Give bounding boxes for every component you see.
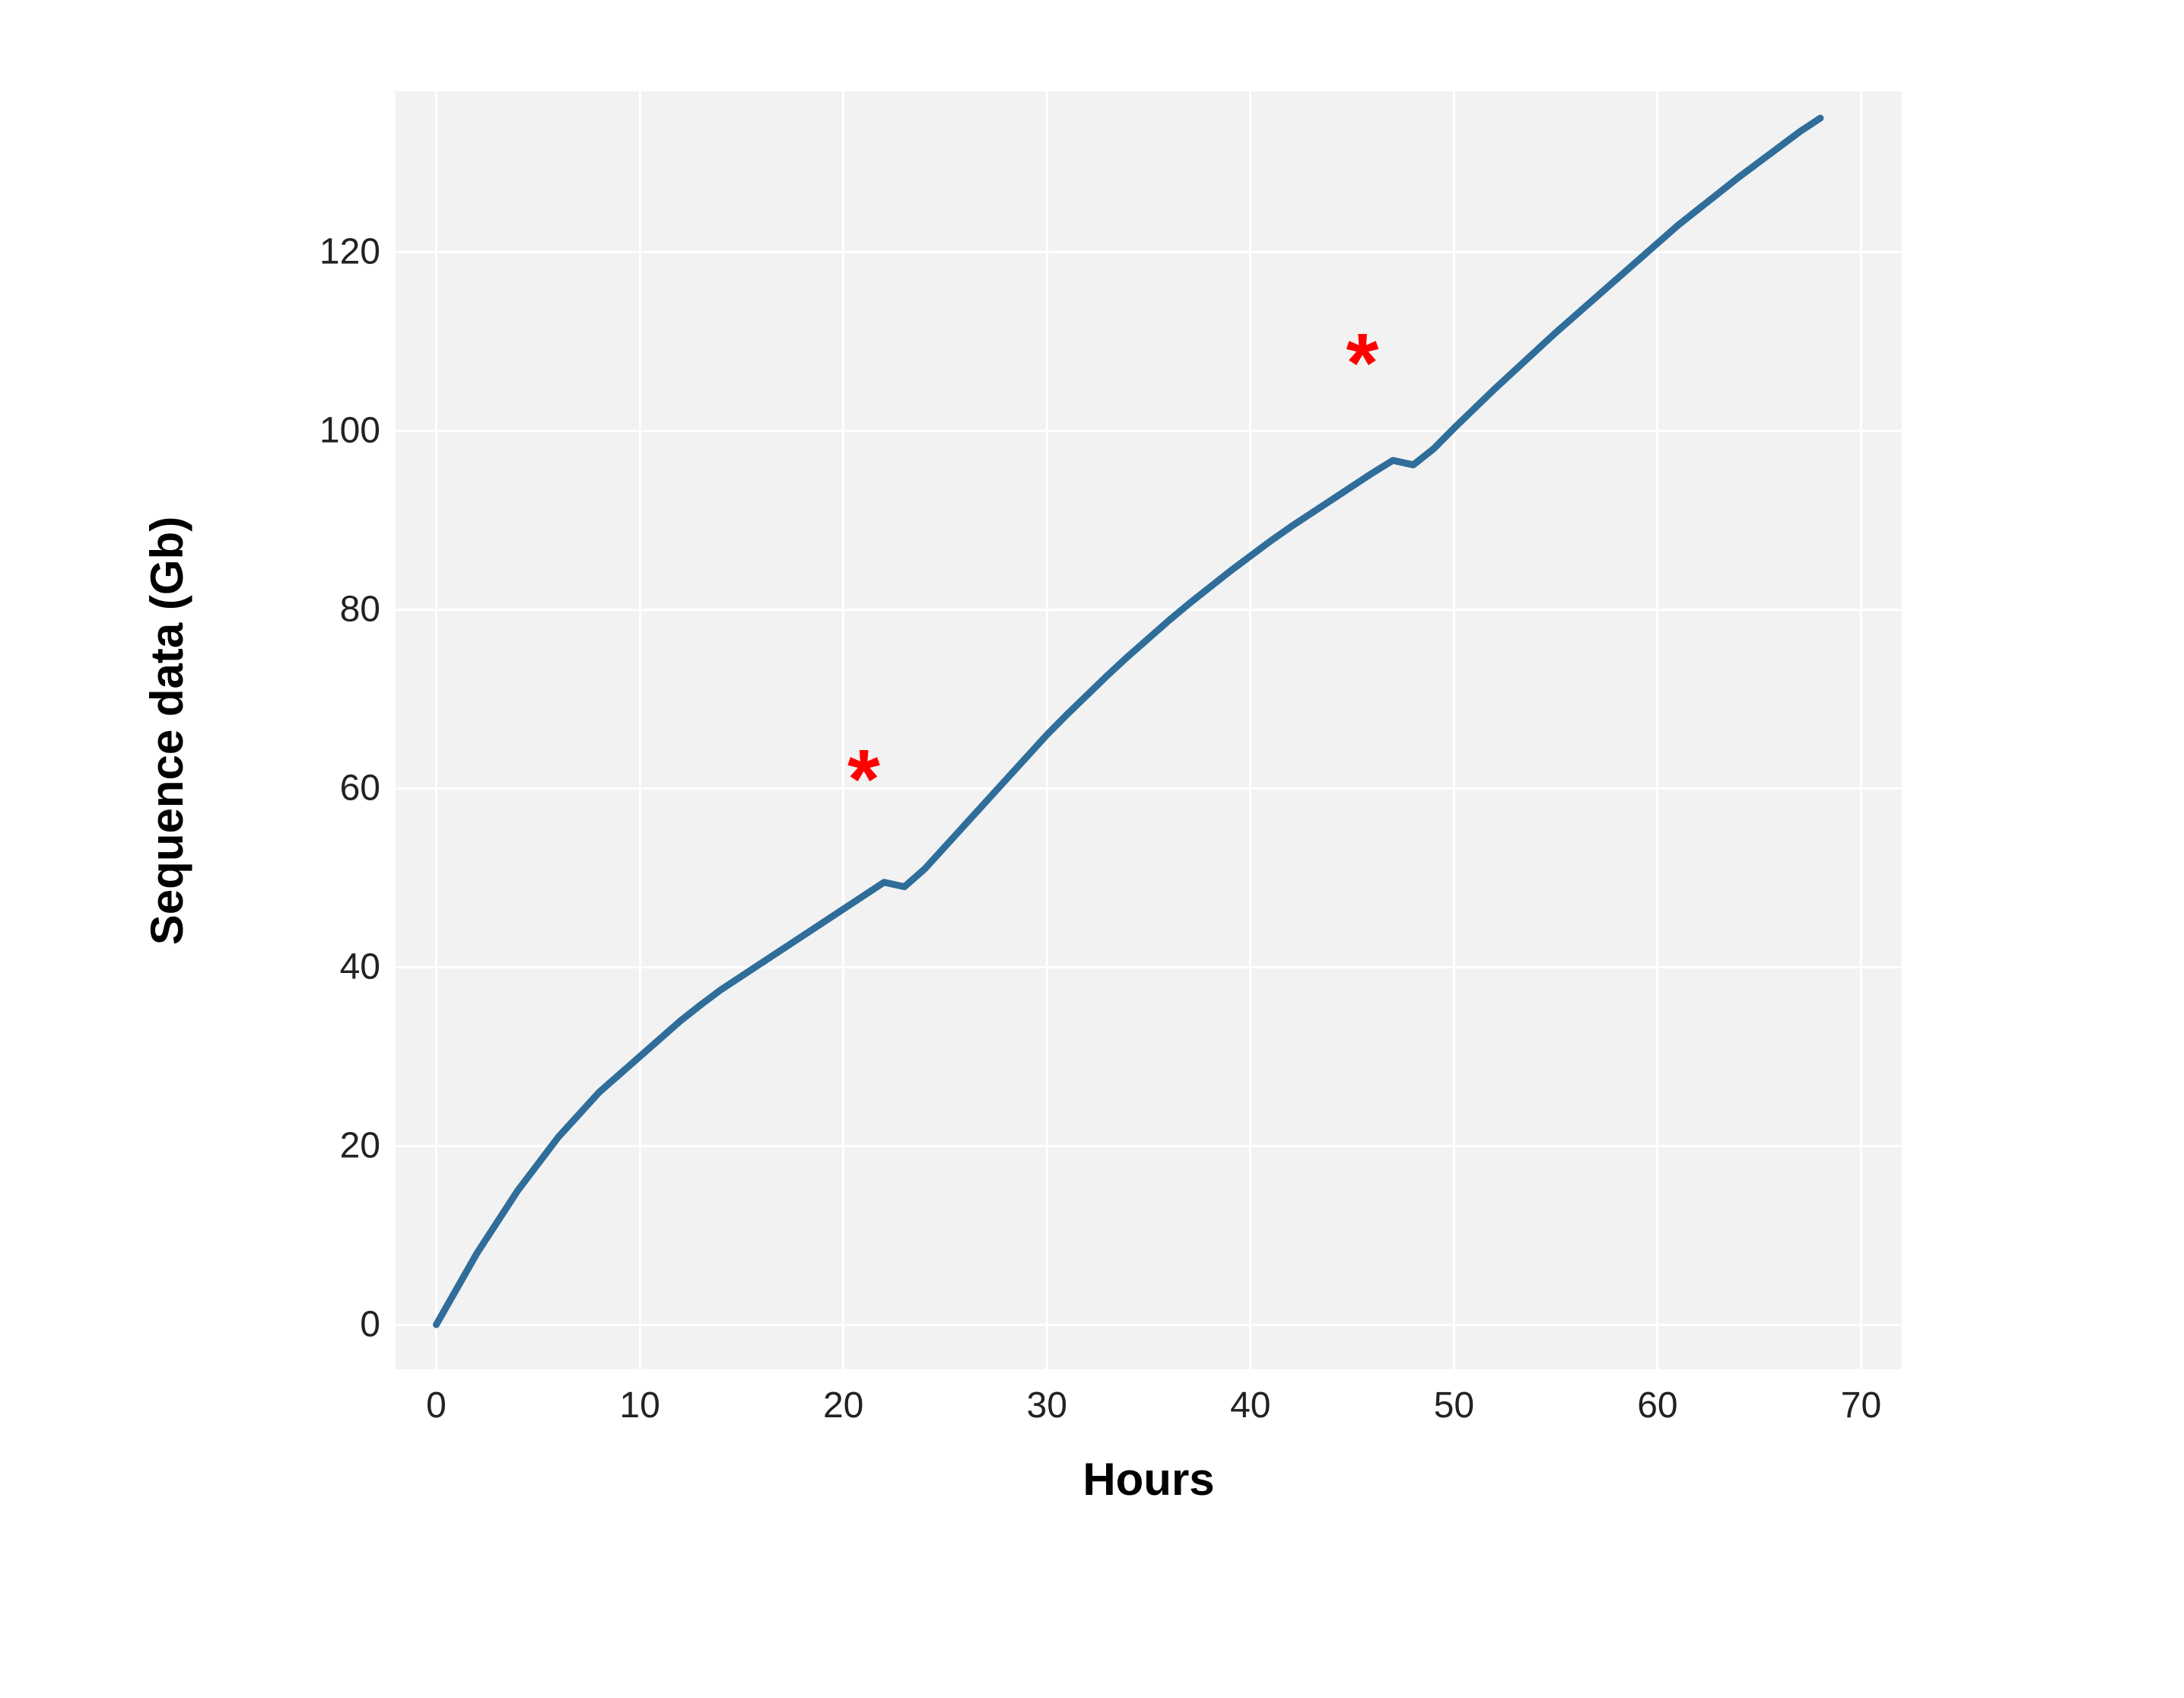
- y-tick-label: 80: [274, 589, 380, 631]
- y-tick-label: 100: [274, 410, 380, 452]
- y-tick-label: 20: [274, 1125, 380, 1167]
- x-tick-label: 50: [1434, 1385, 1474, 1426]
- x-axis-title-text: Hours: [1082, 1454, 1214, 1505]
- grid-line-vertical: [1656, 91, 1658, 1369]
- y-axis-title: Sequence data (Gb): [137, 91, 198, 1369]
- y-tick-label: 120: [274, 231, 380, 273]
- grid-line-horizontal: [396, 609, 1902, 611]
- data-series-line: [396, 91, 1902, 1369]
- grid-line-horizontal: [396, 430, 1902, 432]
- x-tick-label: 60: [1637, 1385, 1677, 1426]
- annotation-asterisk: *: [847, 738, 880, 822]
- y-tick-label: 40: [274, 946, 380, 988]
- x-tick-label: 30: [1027, 1385, 1067, 1426]
- grid-line-vertical: [1453, 91, 1455, 1369]
- y-tick-label: 0: [274, 1304, 380, 1346]
- y-tick-label: 60: [274, 768, 380, 809]
- grid-line-vertical: [1249, 91, 1251, 1369]
- x-axis-title: Hours: [396, 1453, 1902, 1506]
- grid-line-vertical: [842, 91, 844, 1369]
- grid-line-vertical: [639, 91, 641, 1369]
- x-tick-label: 10: [619, 1385, 660, 1426]
- grid-line-vertical: [435, 91, 437, 1369]
- x-tick-label: 0: [426, 1385, 447, 1426]
- y-axis-title-text: Sequence data (Gb): [141, 516, 194, 944]
- grid-line-vertical: [1860, 91, 1862, 1369]
- grid-line-horizontal: [396, 966, 1902, 968]
- grid-line-horizontal: [396, 787, 1902, 790]
- grid-line-vertical: [1046, 91, 1048, 1369]
- grid-line-horizontal: [396, 1324, 1902, 1326]
- plot-area: **: [396, 91, 1902, 1369]
- annotation-asterisk: *: [1346, 322, 1379, 405]
- x-tick-label: 20: [823, 1385, 863, 1426]
- grid-line-horizontal: [396, 251, 1902, 253]
- x-tick-label: 70: [1841, 1385, 1881, 1426]
- x-tick-label: 40: [1230, 1385, 1270, 1426]
- line-chart: ** Hours Sequence data (Gb) 010203040506…: [183, 61, 2008, 1582]
- grid-line-horizontal: [396, 1145, 1902, 1147]
